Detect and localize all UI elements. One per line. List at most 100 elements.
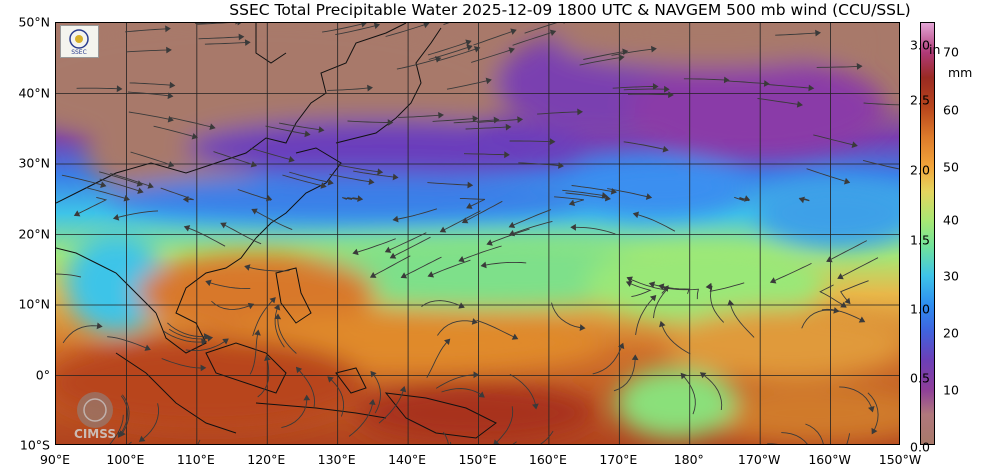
wind-arrowhead: [369, 271, 377, 278]
wind-streamline: [213, 151, 257, 167]
wind-streamline: [551, 302, 585, 329]
wind-streamline: [76, 87, 122, 90]
wind-streamline: [471, 48, 515, 63]
wind-streamline: [401, 256, 442, 278]
wind-arrowhead: [438, 111, 444, 119]
wind-arrowhead: [871, 427, 878, 435]
wind-streamline: [813, 134, 858, 147]
wind-arrowhead: [206, 334, 214, 342]
wind-streamline: [427, 40, 471, 56]
wind-streamline: [184, 226, 226, 247]
wind-arrowhead: [166, 46, 172, 54]
wind-streamline: [296, 367, 316, 408]
wind-streamline: [170, 117, 215, 129]
wind-arrowhead: [427, 271, 435, 278]
wind-streamline: [327, 376, 345, 417]
lon-label: 130°E: [317, 452, 356, 467]
wind-arrowhead: [400, 272, 408, 279]
wind-streamline: [839, 386, 874, 412]
wind-streamline: [130, 151, 174, 167]
wind-streamline: [700, 372, 723, 411]
wind-streamline: [281, 395, 308, 429]
wind-arrowhead: [250, 161, 258, 168]
wind-streamline: [167, 322, 209, 338]
wind-streamline: [322, 23, 367, 33]
wind-arrowhead: [247, 302, 255, 310]
wind-arrowhead: [478, 391, 485, 398]
colorbar-inch-tick: 1.5: [910, 232, 930, 248]
wind-arrowhead: [100, 181, 107, 188]
wind-arrowhead: [137, 187, 144, 194]
wind-arrowhead: [504, 151, 510, 159]
wind-streamline: [494, 406, 514, 444]
wind-arrowhead: [251, 208, 258, 215]
wind-arrowhead: [357, 195, 364, 202]
colorbar-unit-mm: mm: [948, 65, 973, 80]
wind-streamline: [205, 280, 251, 290]
wind-streamline: [385, 23, 429, 37]
wind-arrowhead: [377, 168, 384, 176]
wind-arrowhead: [648, 281, 656, 288]
map-title: SSEC Total Precipitable Water 2025-12-09…: [229, 1, 911, 19]
wind-streamline: [347, 120, 393, 123]
lat-label: 0°: [35, 367, 50, 382]
wind-arrowhead: [658, 283, 665, 290]
wind-streamline: [274, 304, 285, 348]
wind-streamline: [863, 102, 899, 106]
wind-arrowhead: [472, 115, 479, 123]
wind-streamline: [249, 330, 259, 375]
wind-arrowhead: [361, 23, 367, 28]
colorbar-inch-tick: 3.0: [910, 37, 930, 53]
wind-streamline: [806, 168, 850, 183]
wind-streamline: [342, 197, 363, 200]
wind-streamline: [613, 355, 636, 392]
wind-arrowhead: [480, 261, 487, 269]
wind-streamline: [282, 174, 327, 188]
wind-arrowhead: [508, 221, 516, 229]
lat-label: 10°S: [19, 437, 50, 453]
lon-label: 150°W: [878, 452, 922, 467]
wind-arrowhead: [465, 39, 472, 46]
wind-streamline: [660, 321, 691, 355]
ssec-logo-text: SSEC: [71, 49, 87, 56]
lat-label: 40°N: [18, 85, 50, 100]
wind-streamline: [277, 314, 297, 354]
wind-arrowhead: [517, 116, 524, 124]
wind-streamline: [592, 343, 624, 375]
wind-arrowhead: [203, 333, 210, 340]
lon-label: 140°E: [388, 452, 427, 467]
wind-arrowhead: [392, 173, 399, 181]
wind-arrowhead: [856, 63, 863, 70]
wind-arrowhead: [727, 299, 734, 306]
wind-streamline: [623, 88, 669, 91]
wind-arrowhead: [508, 229, 516, 237]
wind-arrowhead: [147, 182, 154, 189]
wind-arrowhead: [510, 28, 517, 35]
wind-streamline: [99, 178, 143, 193]
wind-streamline: [476, 319, 518, 340]
wind-streamline: [113, 210, 159, 219]
colorbar-mm-tick: 30: [943, 268, 959, 284]
wind-streamline: [163, 330, 207, 343]
lon-label: 170°W: [737, 452, 781, 467]
wind-arrowhead: [303, 394, 311, 401]
wind-streamline: [251, 209, 293, 231]
wind-arrowhead: [117, 431, 124, 438]
colorbar-inch-tick: 1.0: [910, 301, 930, 317]
wind-arrowhead: [659, 320, 666, 328]
colorbar-mm-tick: 10: [943, 382, 959, 398]
wind-streamline: [816, 65, 862, 68]
wind-arrowhead: [579, 324, 586, 331]
wind-streamline: [633, 213, 676, 232]
wind-streamline: [626, 281, 652, 298]
lon-label: 180°: [673, 452, 704, 467]
wind-arrowhead: [73, 210, 81, 217]
wind-streamline: [110, 172, 154, 188]
lon-label: 110°E: [176, 452, 215, 467]
wind-arrowhead: [466, 44, 473, 51]
wind-arrowhead: [743, 195, 751, 202]
wind-arrowhead: [511, 333, 519, 340]
wind-streamline: [623, 141, 668, 151]
wind-streamline: [473, 29, 517, 46]
wind-arrowhead: [368, 399, 376, 406]
